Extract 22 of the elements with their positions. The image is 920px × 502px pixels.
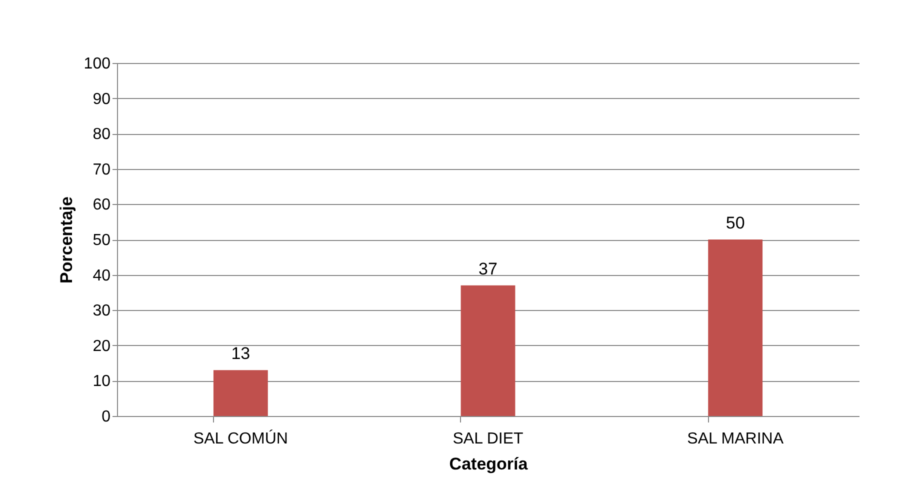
y-axis-title: Porcentaje <box>56 196 76 284</box>
y-tick-label: 30 <box>92 302 111 320</box>
x-tick-label: SAL COMÚN <box>193 430 288 448</box>
y-tick-label: 70 <box>92 161 111 178</box>
y-tick-label: 20 <box>92 338 111 355</box>
y-tick-label: 0 <box>102 408 111 426</box>
y-tick-label: 80 <box>92 126 111 144</box>
x-tick-label: SAL DIET <box>452 430 524 448</box>
bar <box>708 240 763 416</box>
y-tick-label: 10 <box>92 373 111 390</box>
y-tick-label: 50 <box>92 232 111 249</box>
data-label: 13 <box>231 344 250 364</box>
data-label: 50 <box>726 214 745 232</box>
y-tick-label: 90 <box>92 90 111 108</box>
x-axis-title: Categoría <box>449 454 528 474</box>
y-tick-label: 100 <box>84 56 111 72</box>
bar <box>213 370 268 416</box>
y-tick-label: 60 <box>92 196 111 214</box>
x-tick-label: SAL MARINA <box>687 430 784 448</box>
bar <box>460 285 516 416</box>
data-label: 37 <box>478 259 498 278</box>
y-tick-label: 40 <box>92 267 111 284</box>
